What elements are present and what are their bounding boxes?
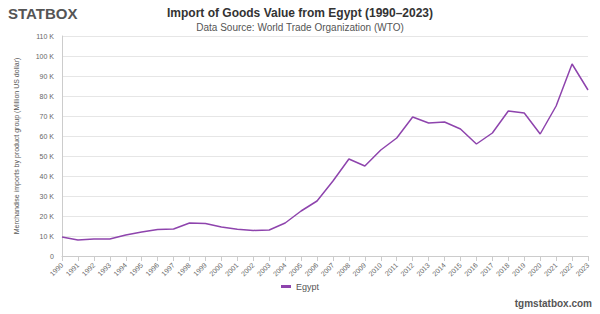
svg-text:30 K: 30 K [40,193,55,200]
svg-text:2010: 2010 [367,261,383,277]
svg-text:2003: 2003 [256,261,272,277]
svg-text:2022: 2022 [559,261,575,277]
svg-text:60 K: 60 K [40,133,55,140]
svg-text:2020: 2020 [527,261,543,277]
svg-text:2012: 2012 [399,261,415,277]
svg-text:2015: 2015 [447,261,463,277]
svg-text:70 K: 70 K [40,113,55,120]
svg-text:2021: 2021 [543,261,559,277]
svg-text:2013: 2013 [415,261,431,277]
svg-text:1997: 1997 [160,261,176,277]
svg-text:1991: 1991 [64,261,80,277]
svg-text:20 K: 20 K [40,213,55,220]
svg-text:1995: 1995 [128,261,144,277]
svg-text:80 K: 80 K [40,93,55,100]
svg-text:2001: 2001 [224,261,240,277]
svg-text:2017: 2017 [479,261,495,277]
svg-text:Egypt: Egypt [296,282,320,292]
svg-text:40 K: 40 K [40,173,55,180]
svg-text:2008: 2008 [335,261,351,277]
svg-text:2006: 2006 [304,261,320,277]
svg-text:1996: 1996 [144,261,160,277]
svg-text:50 K: 50 K [40,153,55,160]
svg-text:90 K: 90 K [40,73,55,80]
svg-text:2023: 2023 [575,261,591,277]
svg-text:1990: 1990 [49,261,65,277]
svg-text:1994: 1994 [112,261,128,277]
svg-text:2005: 2005 [288,261,304,277]
svg-text:2014: 2014 [431,261,447,277]
svg-text:110 K: 110 K [36,33,54,40]
svg-text:10 K: 10 K [40,233,55,240]
svg-text:2007: 2007 [320,261,336,277]
svg-text:2000: 2000 [208,261,224,277]
svg-text:2002: 2002 [240,261,256,277]
svg-text:Data Source: World Trade Organ: Data Source: World Trade Organization (W… [196,22,404,33]
svg-text:2016: 2016 [463,261,479,277]
svg-text:1992: 1992 [80,261,96,277]
svg-text:Import of Goods Value from Egy: Import of Goods Value from Egypt (1990–2… [167,6,433,20]
svg-text:2011: 2011 [384,261,400,277]
svg-text:100 K: 100 K [36,53,55,60]
svg-text:1999: 1999 [192,261,208,277]
svg-text:1998: 1998 [176,261,192,277]
svg-text:2009: 2009 [351,261,367,277]
svg-text:0: 0 [50,253,54,260]
svg-text:2019: 2019 [511,261,527,277]
svg-text:STATBOX: STATBOX [8,5,77,22]
svg-text:2004: 2004 [272,261,288,277]
svg-text:Merchandise imports by product: Merchandise imports by product group (Mi… [13,58,21,235]
svg-text:tgmstatbox.com: tgmstatbox.com [515,298,592,309]
svg-text:1993: 1993 [96,261,112,277]
svg-text:2018: 2018 [495,261,511,277]
